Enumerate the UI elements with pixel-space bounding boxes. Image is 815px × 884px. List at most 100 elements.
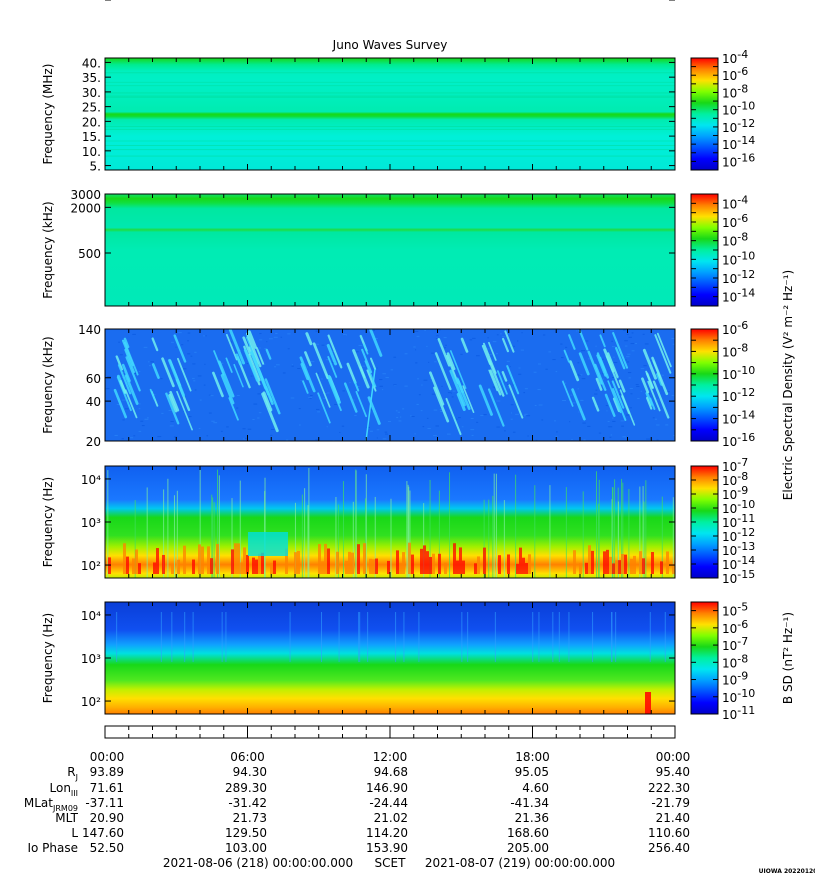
- noise-speckle: [376, 437, 378, 439]
- noise-speckle: [188, 416, 192, 418]
- noise-speckle: [138, 371, 141, 373]
- radio-burst: [177, 357, 192, 392]
- low-freq-emission: [216, 543, 219, 574]
- low-freq-emission: [246, 554, 249, 574]
- radio-burst: [562, 380, 574, 407]
- radio-burst: [641, 377, 650, 394]
- noise-speckle: [445, 344, 447, 346]
- noise-speckle: [199, 399, 202, 401]
- noise-speckle: [635, 384, 639, 386]
- noise-speckle: [105, 388, 110, 390]
- time-tick-label: 06:00: [230, 750, 265, 764]
- noise-speckle: [599, 358, 604, 360]
- noise-speckle: [384, 431, 388, 433]
- radio-burst: [265, 348, 272, 360]
- low-freq-emission: [429, 556, 432, 574]
- noise-speckle: [376, 367, 378, 369]
- low-freq-emission: [672, 563, 675, 574]
- low-freq-emission: [387, 560, 390, 574]
- noise-speckle: [153, 394, 156, 396]
- low-freq-emission: [324, 543, 327, 574]
- noise-speckle: [161, 412, 164, 414]
- noise-speckle: [194, 389, 197, 391]
- noise-speckle: [119, 354, 123, 356]
- low-freq-emission: [123, 543, 126, 574]
- noise-speckle: [298, 408, 301, 410]
- noise-speckle: [570, 394, 573, 396]
- noise-speckle: [169, 425, 174, 427]
- noise-speckle: [611, 340, 614, 342]
- ephemeris-row-label: MLatJRM09: [24, 796, 78, 813]
- noise-speckle: [409, 415, 412, 417]
- noise-speckle: [476, 421, 479, 423]
- noise-speckle: [211, 420, 215, 422]
- noise-speckle: [395, 410, 398, 412]
- noise-speckle: [629, 387, 633, 389]
- noise-speckle: [416, 335, 420, 337]
- noise-speckle: [534, 405, 537, 407]
- noise-speckle: [315, 343, 320, 345]
- noise-speckle: [129, 437, 134, 439]
- radio-burst: [302, 380, 309, 394]
- noise-speckle: [446, 433, 451, 435]
- radio-burst: [488, 341, 497, 361]
- ephemeris-value: 289.30: [225, 781, 267, 795]
- radio-burst: [596, 354, 607, 377]
- noise-speckle: [537, 389, 541, 391]
- radio-burst: [594, 363, 607, 391]
- noise-speckle: [342, 333, 346, 335]
- noise-speckle: [190, 355, 193, 357]
- ephemeris-row-label: RJ: [67, 765, 78, 782]
- noise-speckle: [636, 386, 640, 388]
- noise-speckle: [413, 346, 416, 348]
- colorbar-tick-label: 10-10: [722, 100, 755, 118]
- noise-speckle: [523, 392, 526, 394]
- footer-start-time: 2021-08-06 (218) 00:00:00.000: [163, 856, 353, 870]
- y-tick-label: 10⁴: [81, 473, 101, 487]
- noise-speckle: [433, 435, 438, 437]
- noise-speckle: [353, 399, 355, 401]
- low-freq-emission: [375, 558, 378, 574]
- ephemeris-value: 256.40: [648, 841, 690, 855]
- noise-speckle: [518, 367, 521, 369]
- noise-speckle: [121, 438, 124, 440]
- noise-speckle: [581, 350, 586, 352]
- noise-speckle: [339, 431, 341, 433]
- y-axis-label: Frequency (MHz): [41, 64, 55, 165]
- noise-speckle: [369, 409, 374, 411]
- radio-burst: [369, 328, 383, 357]
- noise-speckle: [637, 398, 640, 400]
- noise-speckle: [552, 359, 556, 361]
- radio-burst: [645, 396, 653, 410]
- y-tick-label: 40.: [82, 56, 101, 70]
- low-freq-emission: [183, 545, 186, 574]
- khz-spectrogram-high: [105, 194, 675, 306]
- noise-speckle: [404, 385, 408, 387]
- noise-speckle: [492, 341, 497, 343]
- noise-speckle: [141, 425, 145, 427]
- noise-speckle: [273, 336, 278, 338]
- ephemeris-value: 205.00: [507, 841, 549, 855]
- ephemeris-value: 129.50: [225, 826, 267, 840]
- radio-burst: [497, 370, 508, 395]
- noise-speckle: [517, 340, 519, 342]
- colorbar-tick-label: 10-6: [722, 319, 748, 337]
- radio-burst: [247, 330, 258, 349]
- noise-speckle: [630, 393, 633, 395]
- noise-speckle: [541, 419, 544, 421]
- noise-speckle: [168, 409, 172, 411]
- noise-speckle: [487, 337, 489, 339]
- noise-speckle: [554, 420, 556, 422]
- radio-burst: [116, 376, 132, 412]
- noise-speckle: [379, 385, 383, 387]
- noise-speckle: [242, 428, 246, 430]
- colorbar-tick-label: 10-6: [722, 65, 748, 83]
- low-freq-emission: [108, 557, 111, 574]
- noise-speckle: [308, 396, 312, 398]
- radio-burst: [212, 371, 224, 398]
- low-freq-emission: [423, 545, 426, 574]
- radio-burst: [168, 393, 178, 413]
- noise-speckle: [439, 409, 442, 411]
- noise-speckle: [170, 421, 174, 423]
- noise-speckle: [253, 403, 258, 405]
